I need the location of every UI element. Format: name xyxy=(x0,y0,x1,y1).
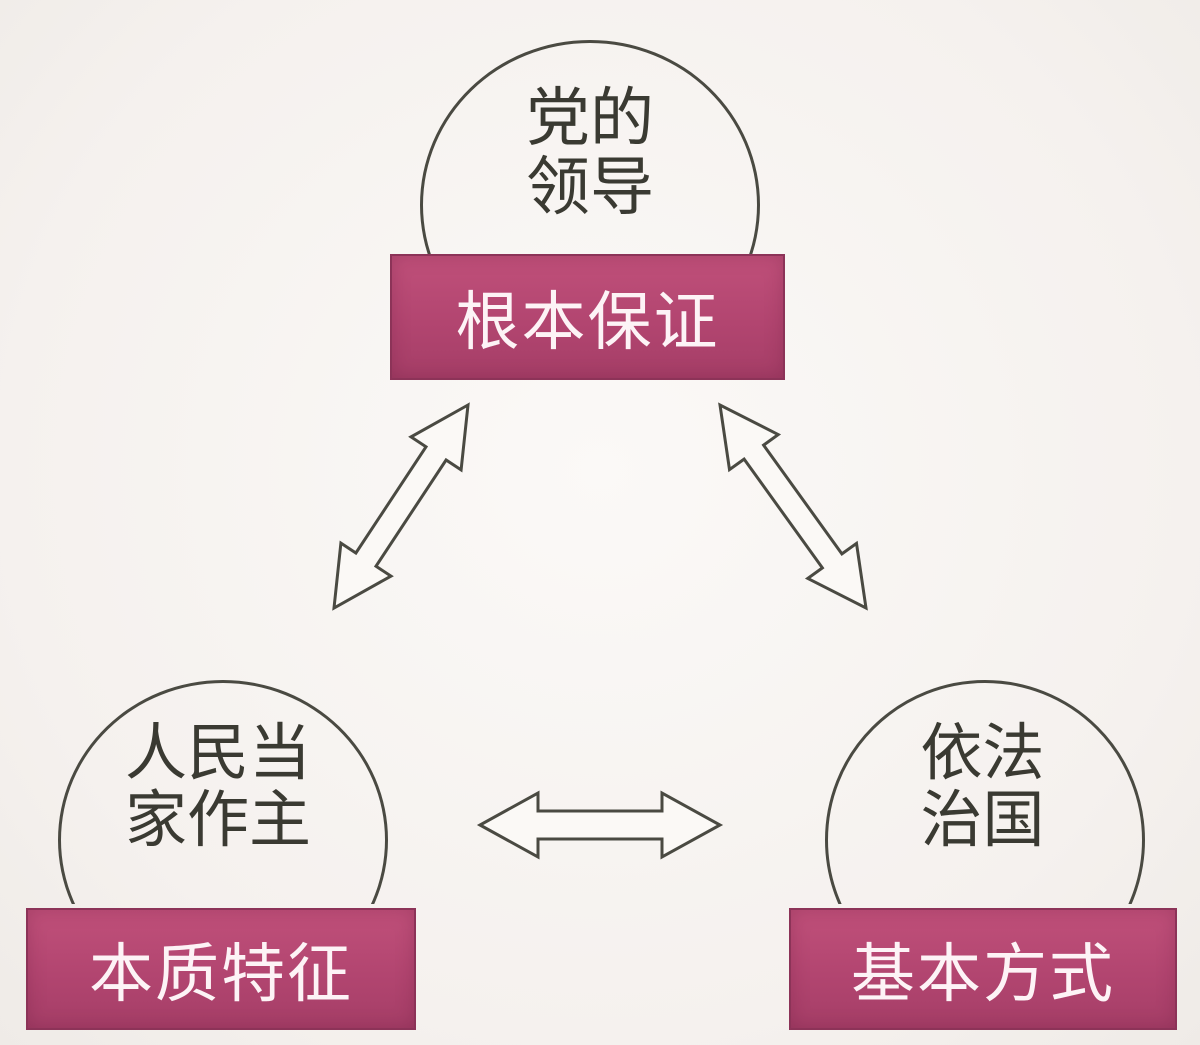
double-arrow-shape xyxy=(718,402,868,611)
bubble-text-party-leadership: 党的 领导 xyxy=(380,82,800,226)
node-party-leadership: 党的 领导 根本保证 xyxy=(380,40,800,385)
label-essential-feature: 本质特征 xyxy=(26,908,416,1030)
double-arrow-icon-bottom xyxy=(476,790,724,860)
bubble-line-1: 党的 xyxy=(526,82,654,156)
bubble-text-people-masters: 人民当 家作主 xyxy=(18,716,418,856)
bubble-line-1: 人民当 xyxy=(124,716,311,789)
bubble-line-2: 家作主 xyxy=(124,782,311,856)
double-arrow-shape xyxy=(476,790,724,860)
bubble-line-2: 领导 xyxy=(526,151,654,226)
node-rule-of-law: 依法 治国 基本方式 xyxy=(785,680,1180,1035)
node-people-masters: 人民当 家作主 本质特征 xyxy=(20,680,420,1035)
bubble-line-2: 治国 xyxy=(920,782,1045,856)
bubble-text-rule-of-law: 依法 治国 xyxy=(785,716,1180,856)
label-fundamental-guarantee: 根本保证 xyxy=(390,254,785,380)
label-basic-method: 基本方式 xyxy=(789,908,1177,1030)
double-arrow-icon-top-left xyxy=(332,402,470,611)
double-arrow-shape xyxy=(332,402,470,611)
bubble-line-1: 依法 xyxy=(920,716,1045,789)
double-arrow-icon-top-right xyxy=(718,402,868,611)
